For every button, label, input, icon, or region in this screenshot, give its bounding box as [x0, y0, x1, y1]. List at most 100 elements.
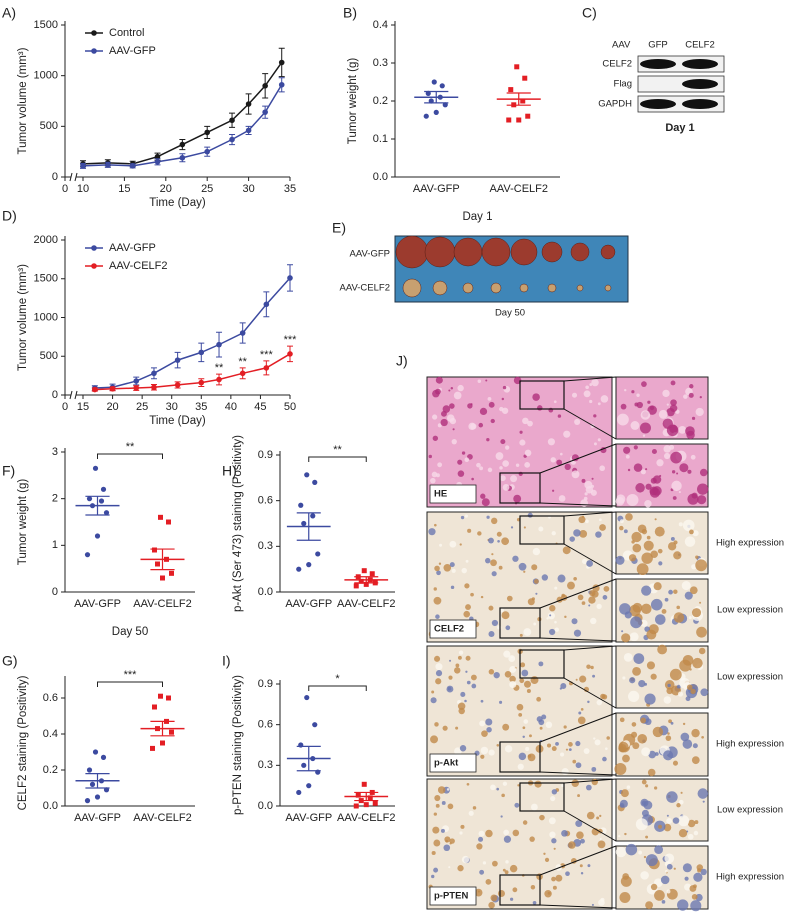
cell [668, 719, 672, 724]
cell [488, 631, 495, 638]
cell [514, 802, 520, 808]
cell [476, 843, 483, 850]
cell [502, 723, 510, 731]
cell [586, 560, 593, 567]
zoom-line [563, 645, 617, 651]
point [312, 479, 318, 485]
cell [474, 888, 483, 897]
cell [685, 426, 695, 436]
cell [442, 725, 448, 731]
cell [434, 722, 439, 727]
cell [486, 726, 492, 733]
cell [572, 759, 577, 764]
y-tick-label: 0.1 [373, 133, 388, 145]
cell [623, 446, 631, 454]
cell [501, 407, 509, 414]
cell [586, 784, 592, 791]
cell [452, 428, 455, 431]
cell [561, 784, 565, 788]
cell [432, 435, 439, 441]
x-tick-label: 30 [166, 401, 178, 413]
cell [432, 414, 438, 420]
y-tick-label: 1 [52, 539, 58, 551]
cell [633, 463, 643, 472]
cell [579, 864, 583, 868]
cell [689, 885, 697, 892]
cell [645, 483, 652, 490]
point [372, 800, 378, 806]
cell [625, 843, 638, 856]
cell [638, 679, 646, 688]
series-line [82, 62, 283, 165]
cell [644, 693, 656, 705]
cell [590, 665, 594, 670]
cell [641, 747, 651, 757]
cell [596, 816, 600, 820]
cell [547, 612, 555, 620]
cell [614, 763, 627, 776]
cell [606, 736, 610, 740]
cell [654, 614, 666, 625]
cell [664, 597, 669, 602]
zoom-line [539, 845, 617, 876]
point [278, 59, 285, 66]
point [152, 547, 157, 553]
cell [695, 555, 699, 559]
cell [666, 817, 673, 824]
cell [681, 581, 691, 591]
cell [435, 803, 440, 808]
cell [488, 605, 494, 611]
y-tick-label: 0.0 [373, 171, 388, 183]
cell [499, 475, 506, 482]
cell [589, 383, 593, 386]
cell [448, 675, 453, 680]
cell [666, 814, 669, 817]
cell [434, 565, 440, 572]
cell [579, 529, 588, 538]
zoom-box [519, 515, 565, 545]
cell [435, 376, 443, 384]
cell [488, 537, 494, 544]
cell [559, 687, 563, 690]
cell [553, 400, 557, 404]
point [315, 551, 321, 557]
photo-row-label: AAV-GFP [350, 249, 390, 260]
cell [502, 385, 507, 390]
cell [571, 454, 579, 462]
cell [496, 744, 500, 747]
y-tick-label: 0.6 [258, 495, 273, 507]
cell [523, 719, 529, 724]
cell [497, 890, 505, 898]
cell [449, 562, 455, 568]
point [89, 781, 96, 788]
cell [435, 678, 442, 685]
cell [615, 846, 627, 858]
cell [460, 691, 466, 697]
cell [503, 650, 511, 658]
cell [690, 688, 696, 695]
axis-break-mark [74, 390, 78, 400]
cell [691, 728, 700, 738]
blot-row-label: CELF2 [602, 59, 632, 70]
cell [480, 746, 489, 755]
cell [465, 670, 468, 673]
panel-letter: H) [222, 463, 237, 479]
cell [465, 604, 471, 611]
cell [560, 452, 563, 456]
sem-bar [506, 92, 531, 106]
significance-label: *** [124, 669, 138, 681]
cell [661, 609, 667, 614]
cell [619, 519, 624, 524]
cell [551, 746, 557, 752]
cell [479, 407, 488, 416]
cell [515, 463, 520, 467]
cell [688, 392, 694, 398]
x-tick-label: AAV-CELF2 [133, 598, 192, 610]
cell [583, 496, 588, 501]
point [154, 153, 161, 160]
cell [682, 722, 686, 726]
cell [676, 472, 679, 475]
cell [430, 735, 438, 744]
cell [661, 900, 666, 904]
sem-bar [150, 720, 175, 737]
